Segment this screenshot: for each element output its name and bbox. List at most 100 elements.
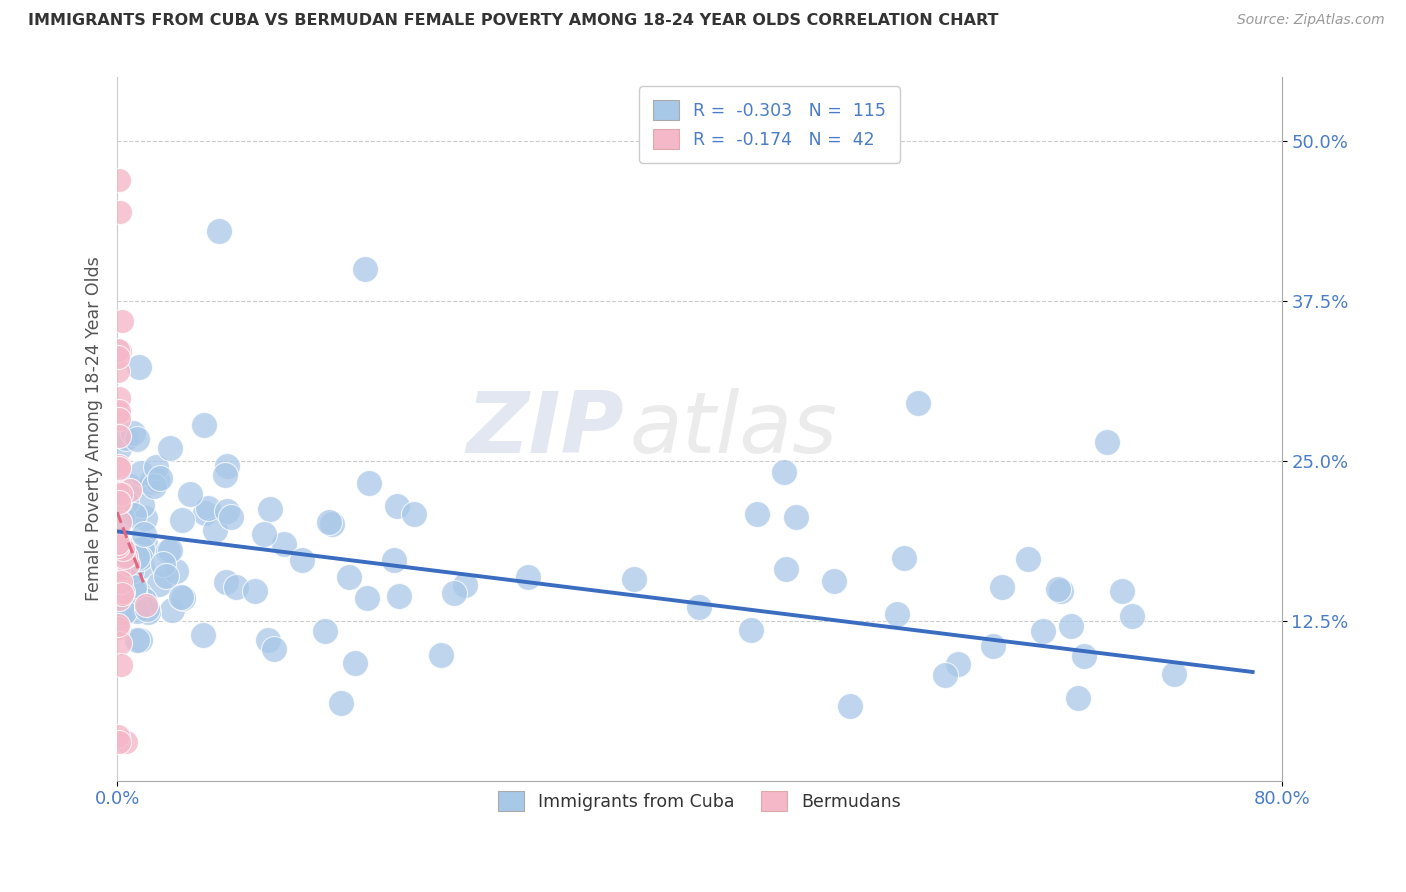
Point: [172, 591, 194, 606]
Point: [215, 575, 238, 590]
Point: [125, 432, 148, 446]
Point: [115, 549, 138, 564]
Point: [135, 539, 157, 553]
Point: [110, 343, 132, 358]
Point: [134, 593, 156, 607]
Point: [127, 549, 149, 564]
Text: IMMIGRANTS FROM CUBA VS BERMUDAN FEMALE POVERTY AMONG 18-24 YEAR OLDS CORRELATIO: IMMIGRANTS FROM CUBA VS BERMUDAN FEMALE …: [28, 13, 998, 29]
Point: [893, 550, 915, 565]
Point: [243, 583, 266, 598]
Point: [110, 487, 132, 501]
Point: [172, 513, 194, 527]
Point: [290, 553, 312, 567]
Point: [259, 502, 281, 516]
Point: [430, 648, 453, 662]
Text: atlas: atlas: [630, 387, 838, 471]
Point: [256, 632, 278, 647]
Point: [934, 668, 956, 682]
Point: [129, 467, 152, 481]
Point: [197, 501, 219, 516]
Text: ZIP: ZIP: [467, 387, 624, 471]
Point: [740, 623, 762, 637]
Point: [107, 364, 129, 378]
Point: [785, 509, 807, 524]
Point: [146, 473, 169, 487]
Point: [111, 587, 134, 601]
Point: [107, 539, 129, 553]
Point: [1032, 624, 1054, 639]
Point: [108, 204, 131, 219]
Point: [129, 633, 152, 648]
Point: [329, 696, 352, 710]
Point: [388, 589, 411, 603]
Point: [253, 526, 276, 541]
Point: [110, 658, 132, 673]
Point: [108, 428, 131, 442]
Point: [321, 516, 343, 531]
Point: [356, 591, 378, 606]
Point: [107, 459, 129, 474]
Point: [886, 607, 908, 622]
Point: [204, 523, 226, 537]
Point: [128, 360, 150, 375]
Point: [131, 541, 153, 556]
Point: [131, 559, 153, 574]
Point: [991, 580, 1014, 594]
Point: [110, 575, 132, 590]
Point: [517, 570, 540, 584]
Point: [108, 635, 131, 649]
Point: [107, 622, 129, 636]
Point: [1121, 608, 1143, 623]
Point: [193, 417, 215, 432]
Point: [314, 624, 336, 639]
Point: [1067, 690, 1090, 705]
Point: [118, 479, 141, 493]
Point: [115, 560, 138, 574]
Point: [156, 543, 179, 558]
Point: [107, 350, 129, 364]
Point: [948, 657, 970, 672]
Point: [112, 550, 135, 565]
Point: [115, 735, 138, 749]
Point: [107, 729, 129, 743]
Point: [343, 656, 366, 670]
Point: [108, 172, 131, 186]
Point: [128, 587, 150, 601]
Point: [136, 605, 159, 619]
Point: [110, 495, 132, 509]
Point: [145, 459, 167, 474]
Point: [107, 592, 129, 607]
Point: [122, 426, 145, 441]
Point: [193, 628, 215, 642]
Point: [142, 478, 165, 492]
Point: [1046, 582, 1069, 597]
Point: [1095, 434, 1118, 449]
Point: [107, 536, 129, 550]
Point: [208, 224, 231, 238]
Point: [907, 396, 929, 410]
Point: [775, 562, 797, 576]
Point: [107, 391, 129, 405]
Point: [152, 557, 174, 571]
Point: [404, 507, 426, 521]
Legend: Immigrants from Cuba, Bermudans: Immigrants from Cuba, Bermudans: [485, 777, 914, 825]
Point: [112, 605, 135, 619]
Point: [115, 495, 138, 509]
Point: [159, 543, 181, 558]
Point: [114, 432, 136, 446]
Point: [124, 542, 146, 557]
Point: [108, 735, 131, 749]
Point: [139, 475, 162, 490]
Text: Source: ZipAtlas.com: Source: ZipAtlas.com: [1237, 13, 1385, 28]
Point: [127, 632, 149, 647]
Point: [981, 639, 1004, 653]
Point: [107, 343, 129, 357]
Point: [1111, 584, 1133, 599]
Point: [162, 603, 184, 617]
Point: [263, 642, 285, 657]
Point: [1073, 649, 1095, 664]
Point: [382, 552, 405, 566]
Point: [169, 591, 191, 605]
Point: [385, 499, 408, 513]
Point: [217, 458, 239, 473]
